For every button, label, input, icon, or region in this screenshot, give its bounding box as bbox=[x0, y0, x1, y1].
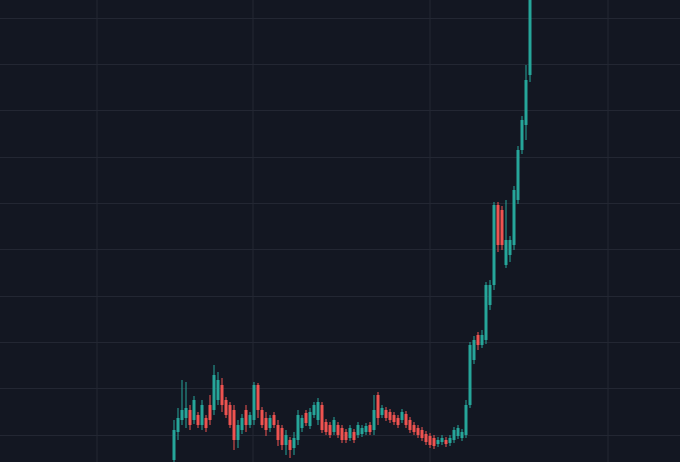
candle-body bbox=[356, 425, 360, 435]
candle-body bbox=[268, 418, 272, 428]
candle-body bbox=[196, 415, 200, 425]
candle-body bbox=[260, 410, 264, 425]
candle-body bbox=[300, 418, 304, 428]
candle-body bbox=[224, 400, 228, 415]
candle-body bbox=[244, 410, 248, 425]
candle-body bbox=[464, 405, 468, 435]
candle-body bbox=[424, 434, 428, 442]
candle-body bbox=[436, 440, 440, 444]
candle-body bbox=[472, 340, 476, 360]
candle-body bbox=[232, 410, 236, 440]
candle-body bbox=[352, 432, 356, 440]
candle-body bbox=[484, 285, 488, 340]
candle-body bbox=[208, 405, 212, 420]
candle-body bbox=[416, 428, 420, 435]
candle-body bbox=[288, 440, 292, 450]
candle-body bbox=[452, 430, 456, 440]
candle-body bbox=[216, 380, 220, 400]
candle-body bbox=[460, 432, 464, 438]
candle-body bbox=[360, 428, 364, 434]
candle-body bbox=[188, 410, 192, 425]
candle-body bbox=[256, 385, 260, 410]
candle-body bbox=[280, 428, 284, 445]
candle-body bbox=[328, 425, 332, 435]
candle-body bbox=[388, 412, 392, 420]
candle-body bbox=[264, 418, 268, 430]
candle-body bbox=[412, 425, 416, 432]
candle-body bbox=[340, 428, 344, 440]
candle-body bbox=[304, 413, 308, 423]
candle-body bbox=[372, 410, 376, 430]
candle-body bbox=[348, 428, 352, 438]
candle-body bbox=[364, 426, 368, 432]
candle-body bbox=[420, 430, 424, 438]
candle-body bbox=[504, 240, 508, 265]
candle-body bbox=[488, 285, 492, 305]
candle-body bbox=[384, 410, 388, 418]
candle-body bbox=[440, 438, 444, 442]
candle-body bbox=[228, 405, 232, 425]
candle-body bbox=[404, 414, 408, 425]
candle-body bbox=[192, 400, 196, 420]
candle-body bbox=[520, 120, 524, 150]
candle-body bbox=[296, 415, 300, 440]
candle-body bbox=[172, 430, 176, 460]
candle-body bbox=[308, 412, 312, 426]
candle-body bbox=[292, 438, 296, 448]
candle-body bbox=[496, 205, 500, 245]
candle-body bbox=[528, 0, 532, 75]
candle-body bbox=[336, 425, 340, 435]
candle-body bbox=[368, 425, 372, 432]
candle-body bbox=[444, 440, 448, 444]
candle-body bbox=[316, 402, 320, 420]
candle-body bbox=[204, 418, 208, 428]
candle-body bbox=[476, 335, 480, 345]
candle-body bbox=[524, 80, 528, 125]
candle-body bbox=[240, 418, 244, 430]
candle-body bbox=[276, 425, 280, 440]
candle-body bbox=[448, 438, 452, 443]
candle-body bbox=[200, 405, 204, 425]
candle-body bbox=[248, 415, 252, 425]
candle-body bbox=[272, 415, 276, 425]
candle-body bbox=[480, 335, 484, 345]
candle-body bbox=[252, 385, 256, 420]
candle-body bbox=[468, 345, 472, 405]
candle-body bbox=[400, 412, 404, 420]
candle-body bbox=[380, 408, 384, 415]
candle-body bbox=[344, 432, 348, 440]
candle-body bbox=[180, 410, 184, 420]
candle-body bbox=[500, 210, 504, 245]
candle-body bbox=[428, 436, 432, 445]
candle-body bbox=[220, 385, 224, 405]
candle-body bbox=[184, 408, 188, 418]
candle-body bbox=[284, 435, 288, 445]
candle-body bbox=[332, 420, 336, 432]
candle-body bbox=[516, 150, 520, 200]
candle-body bbox=[456, 428, 460, 436]
candle-body bbox=[396, 418, 400, 425]
candle-body bbox=[376, 395, 380, 418]
candle-body bbox=[392, 415, 396, 422]
candle-body bbox=[236, 425, 240, 440]
candle-body bbox=[176, 418, 180, 432]
candle-body bbox=[320, 405, 324, 430]
candle-body bbox=[324, 422, 328, 432]
candle-body bbox=[432, 438, 436, 446]
candle-body bbox=[512, 190, 516, 245]
candle-body bbox=[508, 240, 512, 255]
candle-body bbox=[312, 405, 316, 415]
candle-body bbox=[492, 205, 496, 285]
candle-body bbox=[212, 375, 216, 410]
candle-body bbox=[408, 420, 412, 430]
